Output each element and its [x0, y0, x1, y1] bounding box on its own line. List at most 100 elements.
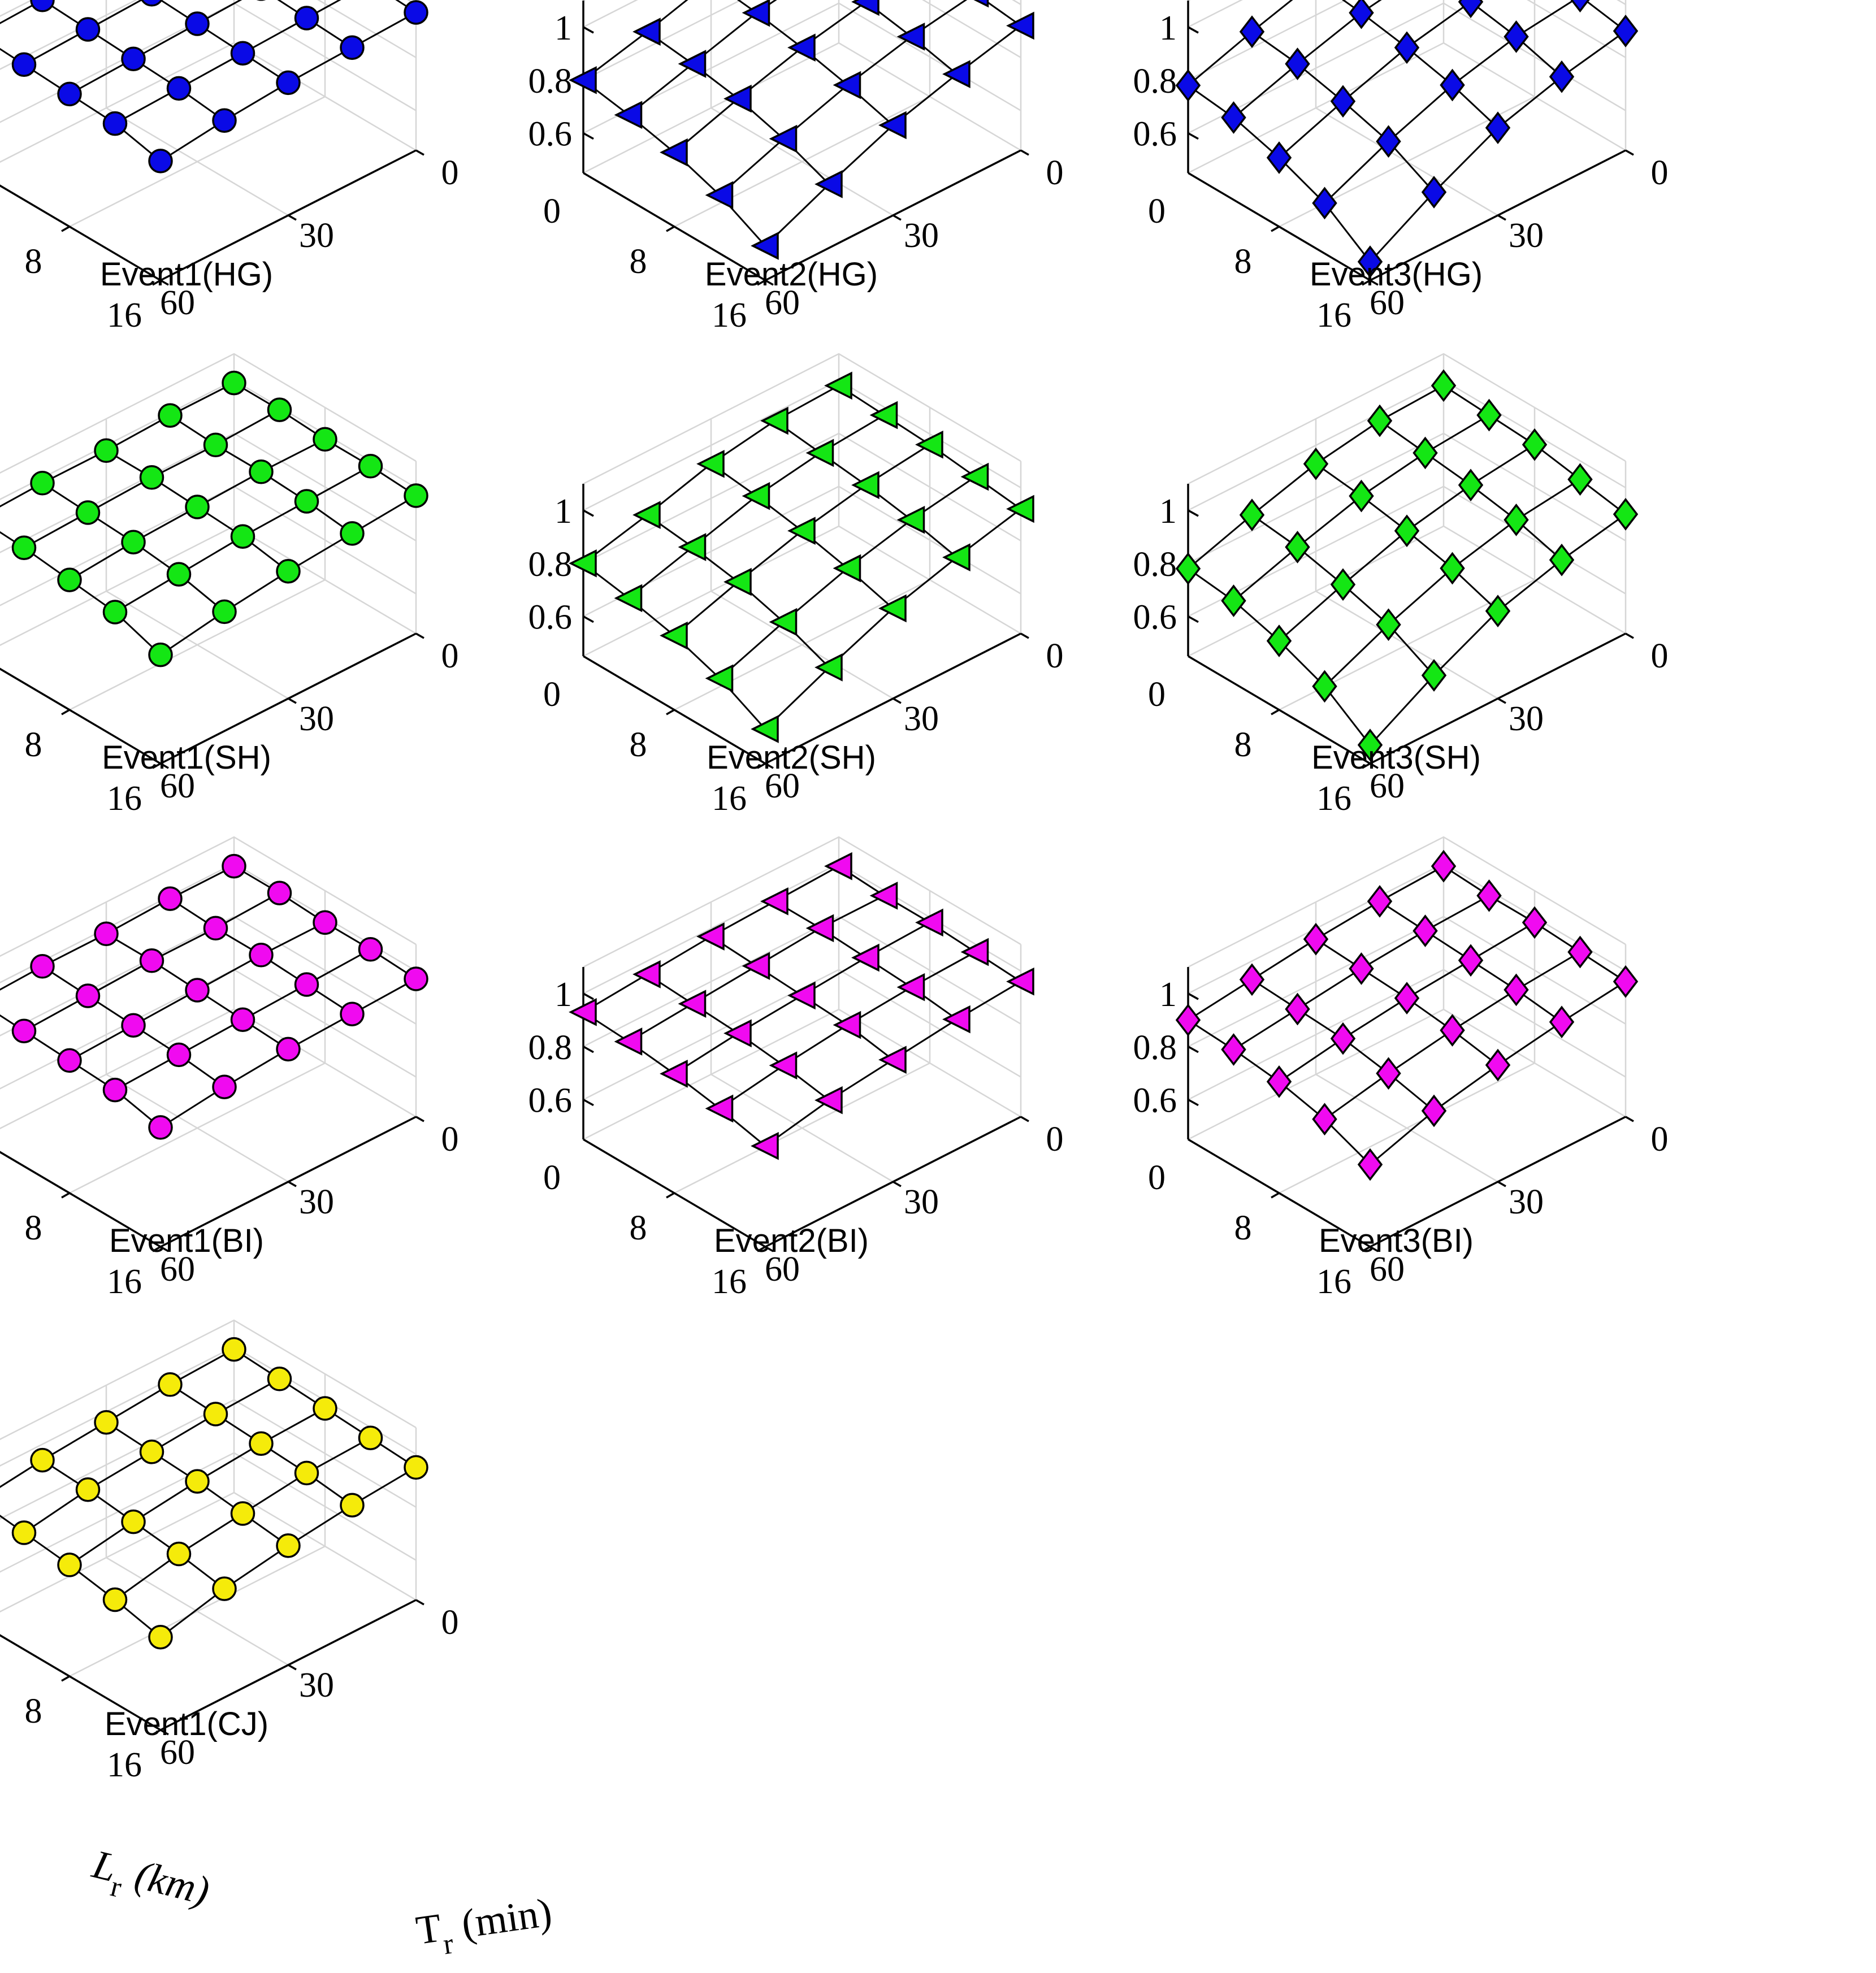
t-tick	[765, 762, 774, 769]
data-point	[1431, 369, 1457, 402]
t-tick-label: 30	[1509, 700, 1544, 738]
z-tick-label: 0.8	[1133, 1029, 1177, 1067]
data-point	[851, 0, 879, 16]
data-point	[824, 852, 852, 881]
panel-3: 10.80.6081603060NSEEvent1(SH)	[0, 353, 459, 818]
grid	[1187, 836, 1627, 1194]
t-tick-label: 30	[904, 216, 939, 255]
data-point	[166, 1042, 192, 1068]
series-line-l	[23, 0, 144, 66]
data-point	[94, 1410, 119, 1435]
panel-title: Event1(BI)	[109, 1222, 264, 1259]
data-point	[1485, 1048, 1511, 1082]
data-point	[696, 922, 725, 951]
z-tick-label-zero: 0	[543, 1159, 561, 1197]
t-tick-label: 60	[160, 284, 195, 322]
t-axis-title-main: T	[413, 1905, 444, 1953]
data-point	[1440, 1014, 1465, 1047]
l-tick-label: 8	[630, 242, 647, 281]
grid-level	[0, 0, 416, 1]
series-line-l	[719, 0, 968, 196]
data-point	[1175, 1003, 1201, 1037]
z-tick-label: 0.8	[528, 1029, 573, 1067]
t-tick-label: 60	[160, 767, 195, 805]
t-tick-label: 60	[765, 767, 800, 805]
t-axis-title-sub: r	[441, 1928, 456, 1961]
l-tick-label: 16	[107, 1263, 142, 1301]
z-tick	[1188, 26, 1199, 34]
l-tick-label: 8	[1234, 726, 1252, 764]
t-tick	[892, 1181, 902, 1187]
grid-level	[0, 916, 417, 1037]
data-point	[833, 1011, 861, 1039]
data-point	[660, 1060, 688, 1088]
grid-level	[0, 353, 417, 474]
z-tick	[583, 132, 594, 140]
grid-level	[0, 432, 417, 553]
z-tick-label: 0.6	[1133, 115, 1177, 154]
data-point	[769, 1051, 798, 1079]
data-point	[358, 937, 383, 962]
data-point	[276, 559, 301, 584]
data-point	[276, 70, 301, 96]
data-point	[705, 1094, 734, 1123]
z-tick	[1188, 509, 1199, 517]
axes	[1187, 967, 1634, 1252]
l-tick	[61, 1675, 70, 1682]
data-point	[1006, 11, 1034, 40]
t-tick	[1020, 632, 1029, 639]
data-point	[75, 500, 101, 525]
t-tick-label: 30	[299, 1183, 334, 1221]
z-tick-label-zero: 0	[1148, 1159, 1166, 1197]
series-line-l	[1369, 513, 1626, 746]
l-tick	[152, 1729, 161, 1736]
panel-9: 10.80.6081603060NSEEvent1(CJ)	[0, 1319, 459, 1784]
l-tick-label: 8	[1234, 1209, 1252, 1247]
l-tick	[152, 762, 161, 769]
grid-floor	[710, 107, 894, 216]
data-point	[1567, 463, 1593, 496]
data-point	[1567, 935, 1593, 969]
data-point	[212, 108, 237, 133]
data-point	[1376, 125, 1401, 158]
data-point	[851, 471, 879, 500]
l-tick-label: 16	[107, 779, 142, 818]
data-point	[158, 403, 183, 428]
l-tick	[1362, 1246, 1371, 1252]
data-point	[94, 438, 119, 463]
data-point	[1504, 503, 1529, 536]
data-point	[705, 664, 734, 693]
data-point	[203, 432, 228, 458]
grid-floor	[233, 1491, 417, 1601]
data-point	[805, 914, 834, 943]
data-point	[102, 111, 128, 136]
data-point	[723, 1019, 752, 1048]
data-point	[185, 978, 210, 1003]
l-tick-label: 16	[1316, 1263, 1351, 1301]
t-tick-label: 0	[1046, 637, 1064, 675]
z-tick-label: 0.6	[528, 115, 573, 154]
grid-level	[0, 1399, 417, 1520]
data-point	[833, 71, 861, 99]
data-point	[166, 76, 192, 101]
data-point	[249, 943, 274, 968]
grid	[1187, 353, 1627, 711]
data-point	[1549, 1005, 1575, 1039]
t-tick	[1625, 632, 1634, 639]
z-tick	[1188, 1099, 1199, 1107]
panels: 10.80.6081603060NSEEvent1(HG)10.80.60816…	[0, 0, 1669, 1784]
data-point	[742, 952, 770, 981]
data-point	[678, 50, 707, 78]
data-point	[723, 567, 752, 596]
t-tick-label: 0	[1046, 154, 1064, 192]
z-tick	[583, 26, 594, 34]
data-point	[121, 46, 146, 71]
data-point	[1522, 428, 1548, 461]
data-point	[1504, 973, 1529, 1007]
grid-level	[583, 0, 586, 2]
data-point	[158, 1372, 183, 1397]
data-point	[1239, 963, 1265, 996]
data-point	[340, 521, 365, 546]
grid-floor	[838, 1008, 1021, 1118]
